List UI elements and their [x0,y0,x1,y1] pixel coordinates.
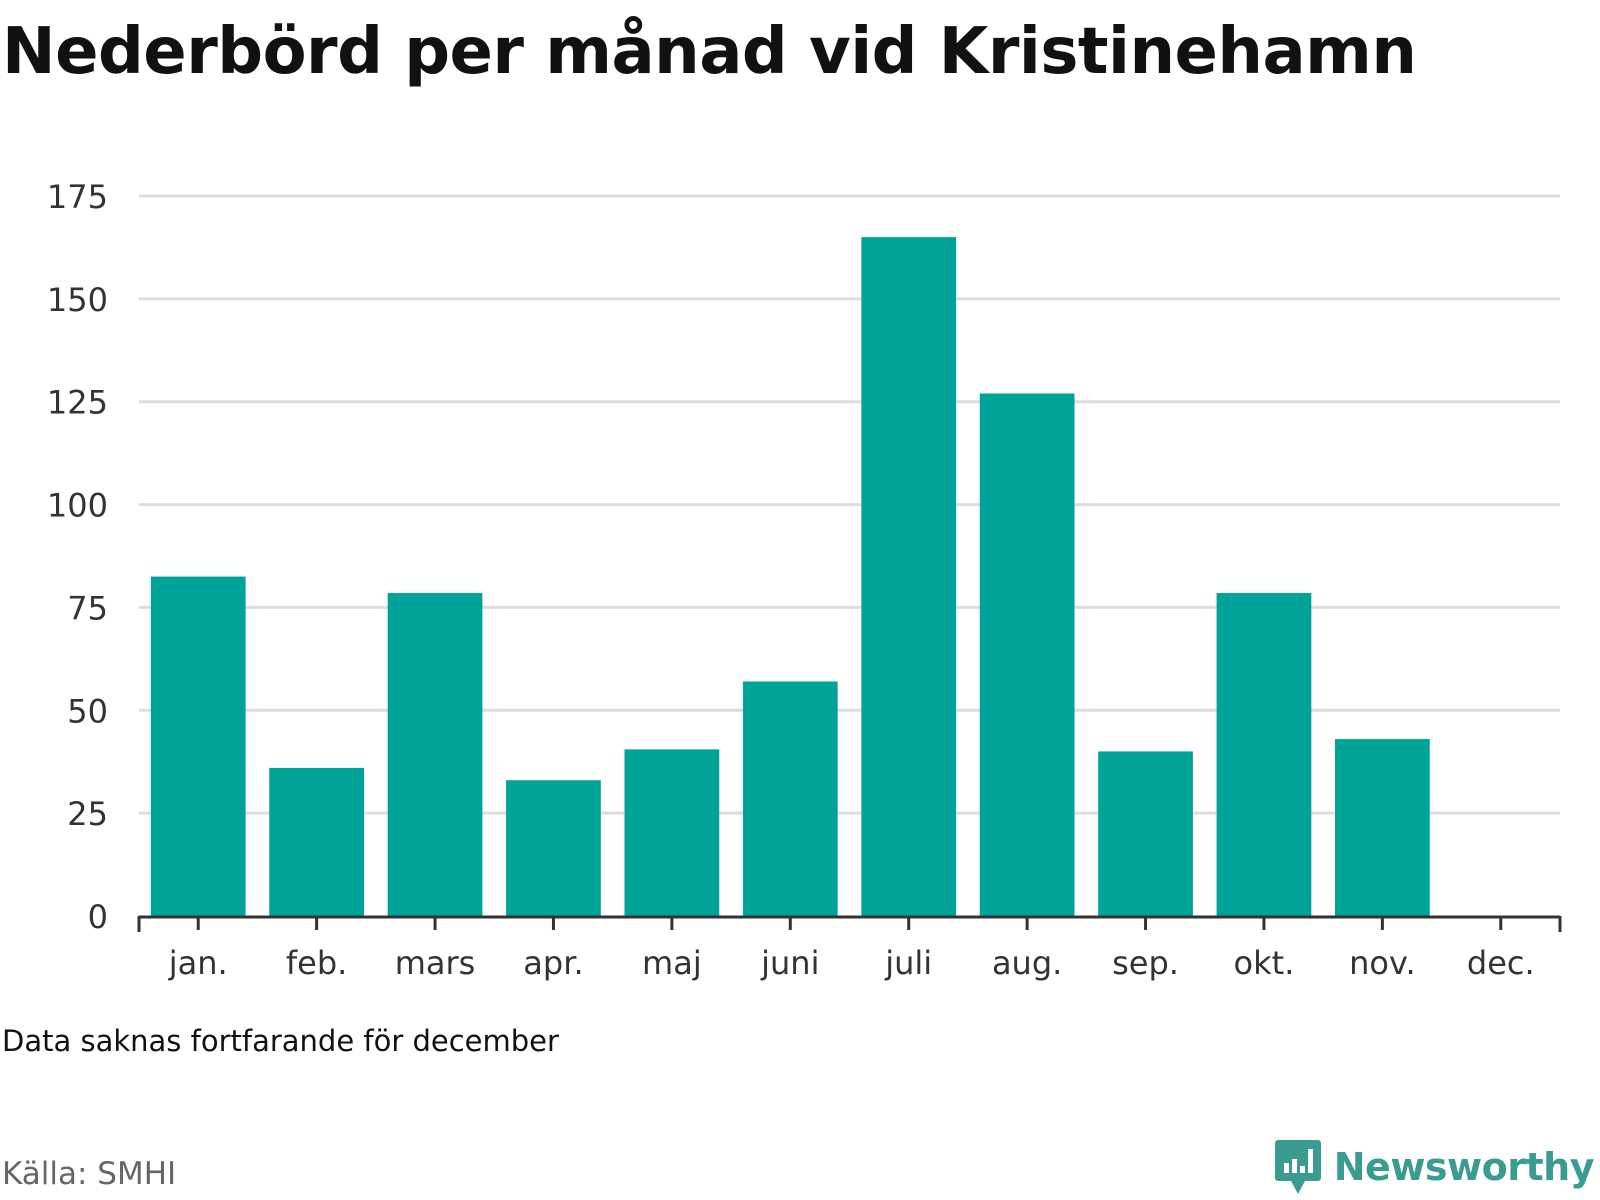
y-tick-label: 50 [67,692,108,730]
chart-title: Nederbörd per månad vid Kristinehamn [2,15,1417,89]
x-tick-label: aug. [992,944,1062,982]
bar [979,393,1075,916]
y-tick-label: 100 [47,487,108,525]
y-tick-label: 75 [67,589,108,627]
bar [1216,593,1312,916]
brand-name: Newsworthy [1333,1145,1595,1189]
newsworthy-logo-icon [1274,1140,1321,1194]
bar [387,593,483,916]
x-axis-ticks: jan. feb. mars apr. maj juni juli aug. sep. okt. n… [168,916,1535,982]
bar [861,237,957,917]
bar [269,767,364,916]
source-label: Källa: SMHI [2,1156,177,1192]
bar [1335,739,1430,916]
y-tick-label: 125 [47,384,108,422]
x-tick-label: sep. [1112,944,1179,982]
x-tick-label: maj [642,944,702,982]
y-tick-label: 175 [47,178,108,216]
x-tick-label: dec. [1467,944,1535,982]
y-tick-label: 0 [88,898,108,936]
bar [506,780,601,916]
brand-logo: Newsworthy [1274,1138,1595,1196]
x-tick-label: juli [884,944,932,982]
x-tick-label: nov. [1349,944,1415,982]
y-axis-ticks: 0 25 50 75 100 125 150 175 [47,178,108,936]
chart-note: Data saknas fortfarande för december [2,1024,559,1058]
x-tick-label: juni [760,944,819,982]
bar [624,749,720,916]
x-axis [137,915,1562,932]
y-tick-label: 150 [47,281,108,319]
bar [150,576,246,916]
y-tick-label: 25 [67,795,108,833]
x-tick-label: jan. [168,944,228,982]
bar [1098,751,1193,916]
x-tick-label: okt. [1234,944,1295,982]
gridlines [139,194,1560,815]
x-tick-label: apr. [523,944,583,982]
bars [150,237,1430,917]
x-tick-label: mars [395,944,476,982]
bar [742,681,838,916]
x-tick-label: feb. [286,944,347,982]
